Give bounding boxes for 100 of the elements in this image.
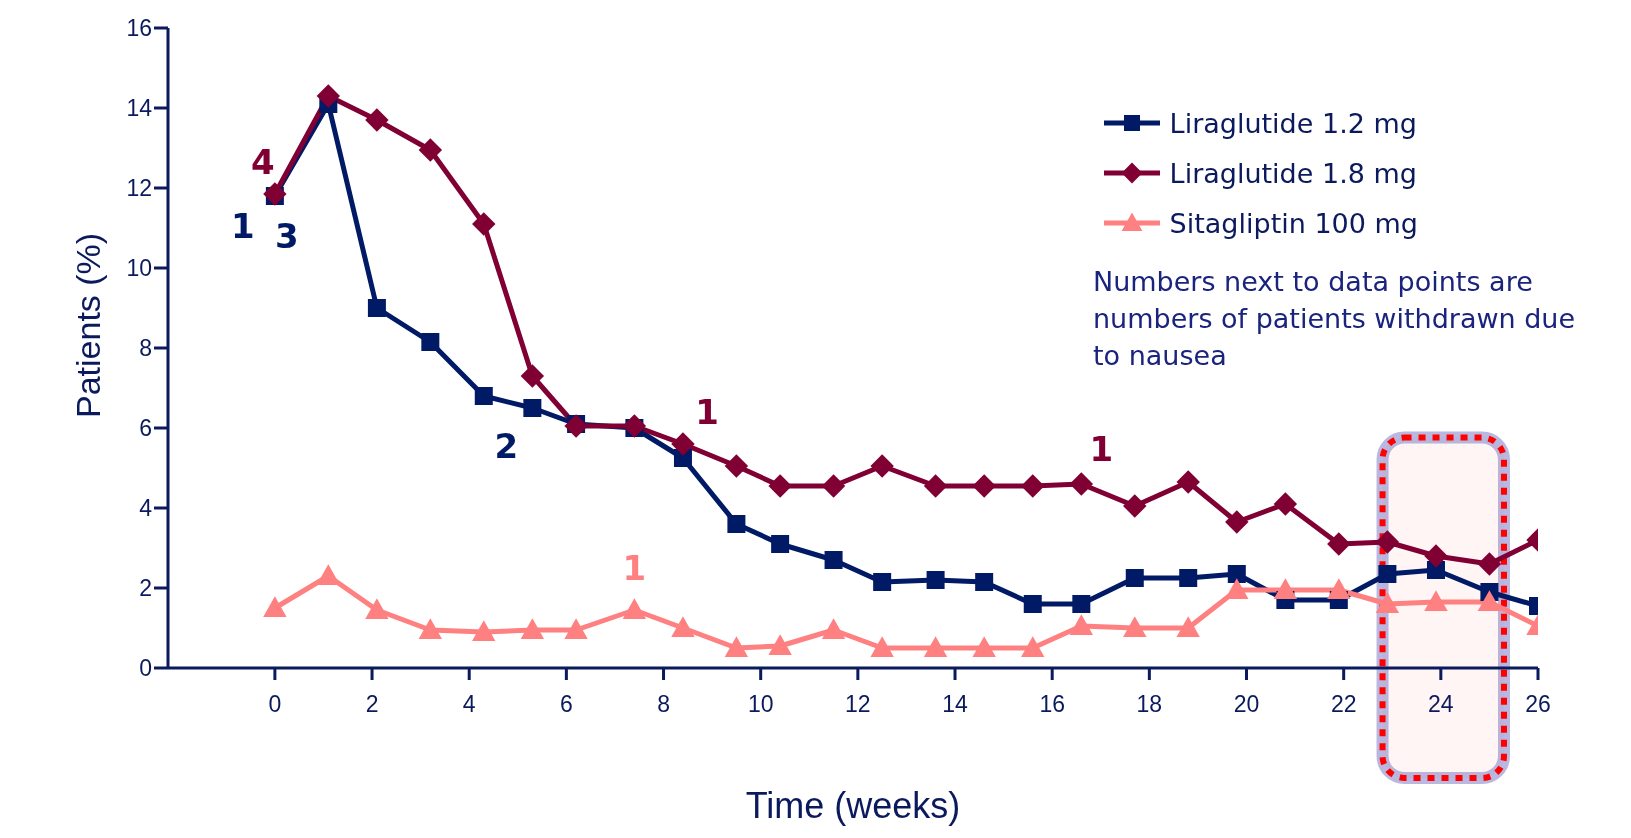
point — [1273, 492, 1298, 516]
point — [821, 474, 846, 498]
point — [771, 535, 790, 553]
point — [418, 138, 443, 162]
point — [1023, 595, 1042, 613]
point — [564, 618, 588, 639]
point — [472, 212, 496, 236]
point — [418, 618, 443, 639]
point — [768, 634, 792, 655]
point — [873, 573, 892, 591]
point — [1176, 616, 1200, 637]
x-axis-title: Time (weeks) — [745, 785, 961, 826]
point — [1225, 578, 1249, 599]
point — [622, 598, 647, 619]
point — [923, 474, 948, 498]
point — [1477, 552, 1502, 576]
x-tick-label: 0 — [268, 691, 282, 718]
x-tick-label: 26 — [1525, 691, 1551, 718]
x-tick-label: 6 — [559, 691, 573, 718]
point — [1424, 590, 1448, 611]
point — [1424, 544, 1448, 568]
annotation: 1 — [1089, 429, 1114, 469]
y-tick-label: 2 — [139, 575, 152, 602]
point — [727, 515, 746, 533]
point — [768, 474, 792, 498]
legend-label: Liraglutide 1.2 mg — [1169, 107, 1417, 139]
point — [263, 182, 287, 206]
y-tick-label: 4 — [139, 495, 153, 522]
annotation: 2 — [494, 426, 519, 466]
y-tick-label: 6 — [139, 415, 152, 442]
point — [975, 573, 994, 591]
point — [1176, 470, 1200, 494]
annotation: 4 — [251, 142, 275, 182]
point — [724, 636, 749, 657]
x-tick-label: 18 — [1136, 691, 1163, 718]
point — [622, 414, 647, 438]
point — [1225, 510, 1249, 534]
y-axis-title: Patients (%) — [69, 232, 108, 418]
point — [1125, 569, 1144, 587]
point — [1327, 532, 1351, 556]
annotation: Numbers next to data points are numbers of patients withdrawn due to nausea — [1093, 265, 1577, 373]
point — [520, 618, 545, 639]
point — [365, 598, 389, 619]
point — [474, 387, 493, 405]
y-tick-label: 12 — [126, 175, 152, 202]
x-tick-label: 2 — [365, 691, 379, 718]
point — [923, 636, 948, 657]
point — [1123, 616, 1147, 637]
x-tick-label: 20 — [1233, 691, 1260, 718]
y-tick-label: 8 — [139, 335, 152, 362]
point — [972, 474, 996, 498]
point — [1375, 530, 1400, 554]
point — [1069, 472, 1094, 496]
point — [1069, 614, 1094, 635]
x-tick-label: 22 — [1330, 691, 1357, 718]
point — [821, 618, 846, 639]
point — [1375, 592, 1400, 613]
point — [671, 432, 695, 456]
annotation: 1 — [622, 548, 647, 588]
point — [365, 108, 389, 132]
y-tick-label: 10 — [126, 255, 152, 282]
x-tick-label: 24 — [1428, 691, 1454, 718]
point — [1123, 494, 1147, 518]
point — [724, 454, 749, 478]
legend-label: Sitagliptin 100 mg — [1169, 207, 1418, 239]
point — [1477, 590, 1502, 611]
point — [263, 596, 287, 617]
x-tick-label: 12 — [845, 691, 871, 718]
point — [870, 454, 894, 478]
annotation: 1 — [695, 392, 719, 432]
point — [523, 399, 542, 417]
x-tick-label: 4 — [462, 691, 476, 718]
point — [472, 620, 496, 641]
x-tick-label: 10 — [747, 691, 774, 718]
point — [1378, 565, 1397, 583]
y-tick-label: 16 — [126, 15, 152, 42]
point — [1179, 569, 1198, 587]
point — [316, 84, 341, 108]
point — [1227, 565, 1246, 583]
y-tick-label: 14 — [126, 95, 153, 122]
point — [824, 551, 843, 569]
point — [421, 333, 440, 351]
point — [671, 616, 695, 637]
annotation: 3 — [275, 216, 299, 256]
point — [1021, 474, 1045, 498]
point — [520, 364, 545, 388]
point — [1072, 595, 1091, 613]
point — [870, 636, 894, 657]
y-tick-label: 0 — [139, 655, 152, 682]
annotation: 1 — [231, 206, 255, 246]
legend-label: Liraglutide 1.8 mg — [1169, 157, 1417, 189]
point — [1327, 578, 1351, 599]
x-tick-label: 8 — [657, 691, 670, 718]
point — [1273, 578, 1298, 599]
x-tick-label: 16 — [1039, 691, 1065, 718]
point — [367, 299, 386, 317]
point — [972, 636, 996, 657]
point — [1021, 636, 1045, 657]
point — [926, 571, 945, 589]
point — [564, 414, 588, 438]
